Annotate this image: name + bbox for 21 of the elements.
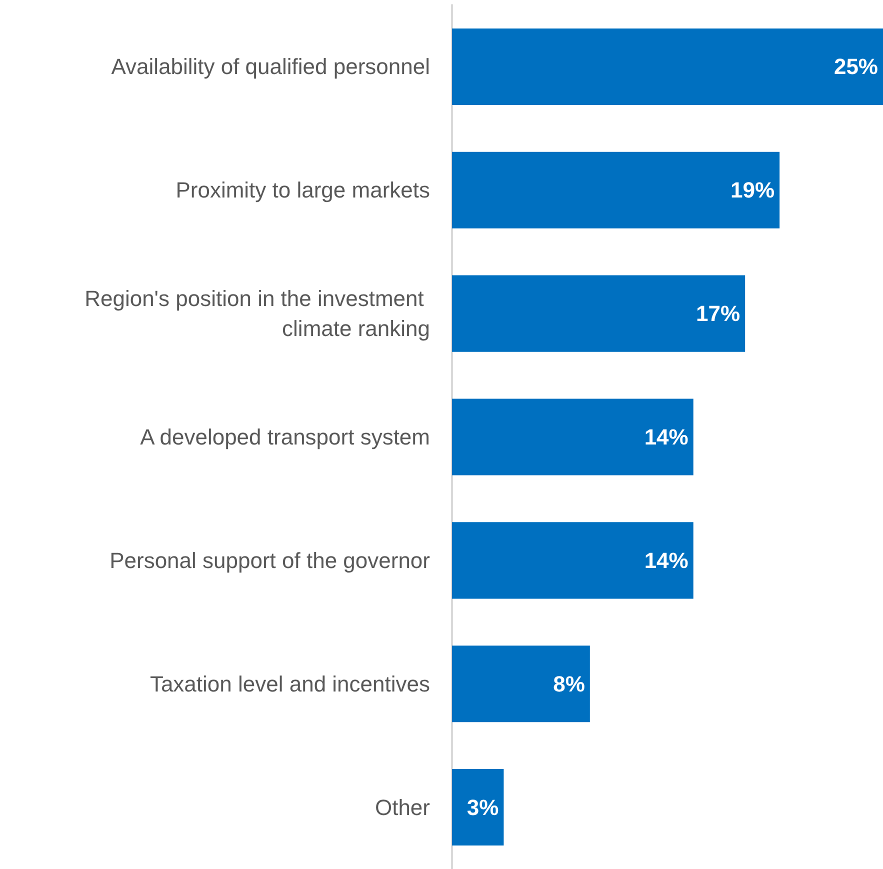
data-label: 17%: [696, 301, 740, 326]
y-tick-label: Proximity to large markets: [176, 178, 430, 203]
y-tick-label: Region's position in the investment climate ranking: [84, 286, 430, 342]
y-tick-label: Taxation level and incentives: [150, 671, 430, 696]
data-label: 3%: [466, 794, 499, 820]
bar: [452, 28, 883, 105]
y-tick-label: Availability of qualified personnel: [111, 54, 430, 80]
data-label: 8%: [553, 671, 585, 696]
y-tick-label: A developed transport system: [140, 424, 430, 450]
data-label: 14%: [644, 424, 688, 450]
bar: [452, 522, 694, 599]
data-label: 14%: [644, 548, 688, 573]
data-label: 19%: [730, 178, 775, 203]
bar: [452, 398, 694, 476]
bar: [452, 152, 780, 228]
bar: [452, 275, 746, 352]
bar: [452, 769, 504, 846]
y-tick-label: Other: [374, 794, 430, 820]
y-tick-label: Personal support of the governor: [110, 548, 430, 573]
bar: [452, 646, 590, 722]
data-label: 25%: [834, 54, 878, 80]
